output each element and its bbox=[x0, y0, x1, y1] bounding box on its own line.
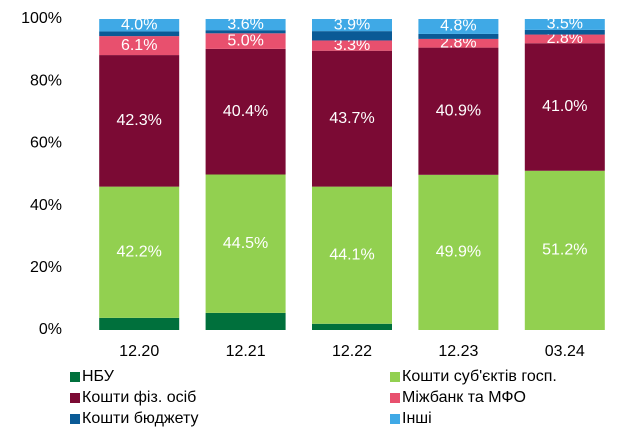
y-tick-label: 80% bbox=[30, 72, 62, 89]
bar-segment bbox=[418, 47, 499, 175]
legend-label: НБУ bbox=[82, 368, 115, 385]
x-tick-label: 12.23 bbox=[438, 343, 478, 360]
bar-segment bbox=[312, 31, 392, 41]
bar-segment bbox=[418, 19, 499, 34]
value-label: 3.5% bbox=[547, 16, 583, 33]
bar-segment bbox=[312, 186, 392, 324]
value-label: 4.8% bbox=[440, 18, 476, 35]
bar-segment bbox=[524, 43, 605, 171]
bar-segment bbox=[312, 40, 392, 51]
value-label: 44.5% bbox=[223, 235, 268, 252]
bar-segment bbox=[524, 34, 605, 44]
value-label: 3.3% bbox=[334, 37, 370, 54]
legend-swatch bbox=[70, 372, 80, 382]
legend-swatch bbox=[390, 372, 400, 382]
bar-segment bbox=[418, 174, 499, 330]
value-label: 4.0% bbox=[121, 16, 157, 33]
value-label: 41.0% bbox=[542, 98, 587, 115]
value-label: 49.9% bbox=[436, 244, 481, 261]
legend-label: Кошти суб'єктів госп. bbox=[402, 368, 557, 385]
value-label: 40.9% bbox=[436, 102, 481, 119]
bar-segment bbox=[99, 19, 180, 32]
legend-swatch bbox=[390, 393, 400, 403]
value-label: 3.6% bbox=[227, 16, 263, 33]
bar-segment bbox=[99, 55, 180, 187]
legend-label: Кошти бюджету bbox=[82, 410, 199, 427]
legend-label: Міжбанк та МФО bbox=[402, 389, 526, 406]
value-label: 43.7% bbox=[329, 110, 374, 127]
y-tick-label: 40% bbox=[30, 197, 62, 214]
value-label: 42.2% bbox=[117, 243, 162, 260]
value-label: 51.2% bbox=[542, 242, 587, 259]
value-label: 3.9% bbox=[334, 16, 370, 33]
bar-segment bbox=[312, 50, 392, 187]
y-tick-label: 60% bbox=[30, 135, 62, 152]
bar-segment bbox=[205, 312, 286, 330]
bar-segment bbox=[99, 317, 180, 330]
bar-segment bbox=[205, 174, 286, 313]
x-tick-label: 12.22 bbox=[332, 343, 372, 360]
value-label: 5.0% bbox=[227, 32, 263, 49]
bar-segment bbox=[418, 33, 499, 39]
bar-segment bbox=[99, 36, 180, 56]
legend-label: Кошти фіз. осіб bbox=[82, 389, 196, 406]
y-tick-label: 100% bbox=[21, 10, 62, 27]
x-tick-label: 12.20 bbox=[119, 343, 159, 360]
bar-segment bbox=[524, 170, 605, 330]
legend-label: Інші bbox=[402, 410, 432, 427]
bar-segment bbox=[205, 48, 286, 175]
bar-segment bbox=[99, 31, 180, 37]
bar-segment bbox=[205, 19, 286, 31]
value-label: 40.4% bbox=[223, 103, 268, 120]
bar-segment bbox=[524, 29, 605, 35]
x-tick-label: 03.24 bbox=[545, 343, 585, 360]
legend-swatch bbox=[390, 414, 400, 424]
x-tick-label: 12.21 bbox=[226, 343, 266, 360]
legend-swatch bbox=[70, 414, 80, 424]
bar-segment bbox=[418, 38, 499, 48]
bar-segment bbox=[205, 33, 286, 49]
value-label: 6.1% bbox=[121, 37, 157, 54]
bar-segment bbox=[524, 19, 605, 30]
y-tick-label: 20% bbox=[30, 259, 62, 276]
bar-segment bbox=[99, 186, 180, 318]
y-tick-label: 0% bbox=[39, 321, 62, 338]
bar-segment bbox=[205, 30, 286, 34]
legend-swatch bbox=[70, 393, 80, 403]
bar-segment bbox=[312, 19, 392, 32]
value-label: 44.1% bbox=[329, 246, 374, 263]
value-label: 42.3% bbox=[117, 112, 162, 129]
bar-segment bbox=[312, 323, 392, 330]
